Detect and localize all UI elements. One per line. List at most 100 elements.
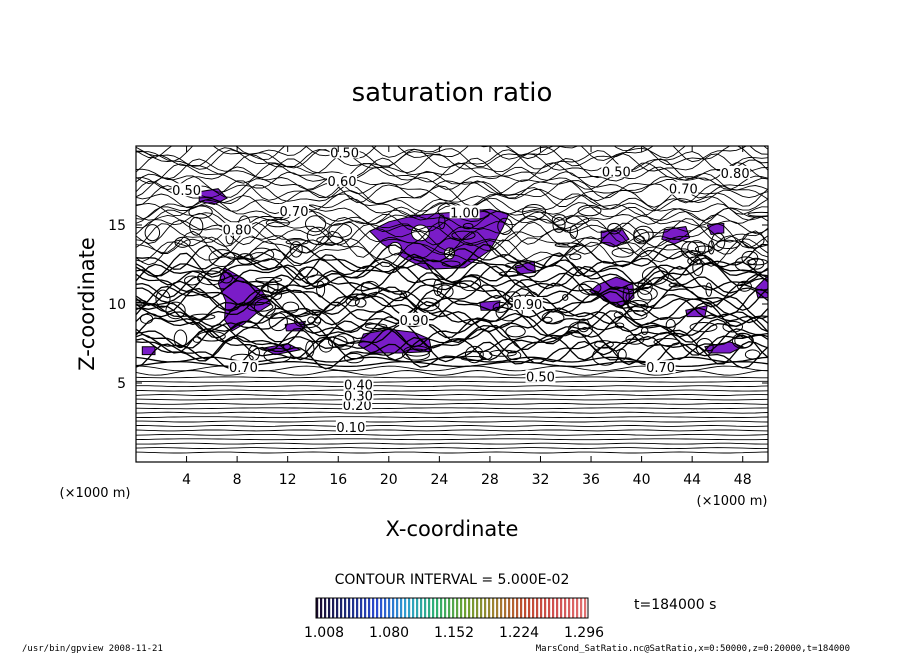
- contour-line: [136, 385, 768, 388]
- colorbar-stripe: [336, 598, 339, 618]
- contour-line: [136, 153, 768, 175]
- contour-blob: [460, 355, 487, 362]
- contour-blob: [307, 316, 316, 324]
- contour-line: [136, 146, 768, 163]
- contour-blob: [253, 298, 276, 317]
- contour-blob: [316, 235, 344, 245]
- contour-blob: [360, 280, 380, 297]
- x-tick-label: 8: [233, 472, 242, 488]
- contour-blob: [236, 253, 254, 265]
- contour-blob: [695, 337, 714, 357]
- contour-blob: [343, 352, 364, 364]
- contour-blob: [459, 276, 482, 292]
- contour-blob: [711, 232, 726, 251]
- contour-line: [136, 170, 768, 195]
- contour-line: [136, 407, 768, 410]
- colorbar-stripe: [348, 598, 351, 618]
- contour-blob: [192, 336, 202, 343]
- contour-label: 0.80: [223, 224, 252, 239]
- contour-line: [136, 235, 768, 263]
- contour-label: 0.50: [330, 146, 359, 161]
- contour-line: [136, 420, 768, 423]
- colorbar-stripe: [508, 598, 511, 618]
- contour-blob: [562, 294, 569, 301]
- contour-line: [136, 296, 768, 326]
- colorbar-stripe: [372, 598, 375, 618]
- contour-blob: [189, 216, 204, 236]
- contour-blob: [174, 236, 191, 248]
- contour-blob: [716, 239, 741, 250]
- contour-label-bg: [343, 388, 374, 402]
- contour-blob: [637, 286, 658, 301]
- colorbar-stripe: [368, 598, 371, 618]
- contour-blob: [188, 205, 213, 219]
- contour-blob: [577, 204, 602, 217]
- colorbar-stripe: [532, 598, 535, 618]
- contour-label: 0.70: [229, 361, 258, 376]
- contour-blob: [448, 247, 455, 257]
- x-tick-label: 40: [633, 472, 651, 488]
- contour-blob: [403, 345, 431, 357]
- contour-blob: [219, 272, 233, 284]
- contour-blob: [155, 289, 171, 308]
- colorbar-stripe: [420, 598, 423, 618]
- colorbar-stripe: [540, 598, 543, 618]
- contour-label: 0.50: [526, 371, 555, 386]
- contour-blob: [354, 298, 367, 308]
- x-tick-label: 36: [582, 472, 600, 488]
- x-axis-label: X-coordinate: [386, 517, 519, 541]
- contour-blob: [607, 222, 622, 235]
- contour-blob: [489, 349, 517, 357]
- contour-blob: [173, 329, 188, 349]
- colorbar-stripe: [480, 598, 483, 618]
- colorbar-stripe: [584, 598, 587, 618]
- contour-blob: [747, 211, 768, 217]
- colorbar-stripe: [396, 598, 399, 618]
- contour-line: [136, 218, 768, 246]
- contour-blob: [260, 283, 288, 294]
- contour-blob: [438, 214, 446, 230]
- contour-line: [136, 416, 768, 419]
- contour-label-bg: [668, 181, 699, 195]
- contour-blob: [304, 215, 327, 233]
- contour-blob: [136, 299, 148, 306]
- contour-line: [136, 398, 768, 401]
- contour-label: 0.10: [336, 421, 365, 436]
- contour-blob: [614, 322, 625, 329]
- contour-label-bg: [525, 369, 556, 383]
- contour-blob: [742, 231, 765, 249]
- contour-line: [136, 184, 768, 208]
- contour-blob: [744, 349, 761, 360]
- contour-line: [136, 148, 768, 172]
- contour-blob: [293, 313, 322, 329]
- contour-blob: [505, 325, 526, 338]
- contour-line: [136, 447, 768, 450]
- colorbar-stripe: [472, 598, 475, 618]
- colorbar-stripe: [544, 598, 547, 618]
- contour-blob: [298, 266, 319, 278]
- colorbar-stripe: [488, 598, 491, 618]
- colorbar-tick-label: 1.080: [369, 625, 409, 641]
- colorbar-tick-label: 1.152: [434, 625, 474, 641]
- contour-label-bg: [399, 312, 430, 326]
- contour-label-bg: [279, 203, 309, 217]
- contour-blob: [552, 216, 566, 233]
- contour-blob: [734, 256, 757, 272]
- contour-line: [136, 188, 768, 212]
- colorbar-stripe: [512, 598, 515, 618]
- contour-blob: [451, 230, 476, 240]
- colorbar-stripe: [528, 598, 531, 618]
- contour-label: 0.90: [400, 314, 429, 329]
- contour-label: 0.70: [669, 183, 698, 198]
- colorbar-stripe: [352, 598, 355, 618]
- contour-blob: [568, 321, 594, 338]
- colorbar-stripe: [364, 598, 367, 618]
- contour-line: [136, 162, 768, 184]
- colorbar-stripe: [424, 598, 427, 618]
- contour-line: [136, 376, 768, 379]
- contour-line: [136, 327, 768, 356]
- colorbar-stripe: [320, 598, 323, 618]
- colorbar-stripe: [316, 598, 319, 618]
- contour-blob: [263, 347, 292, 363]
- colorbar-stripe: [580, 598, 583, 618]
